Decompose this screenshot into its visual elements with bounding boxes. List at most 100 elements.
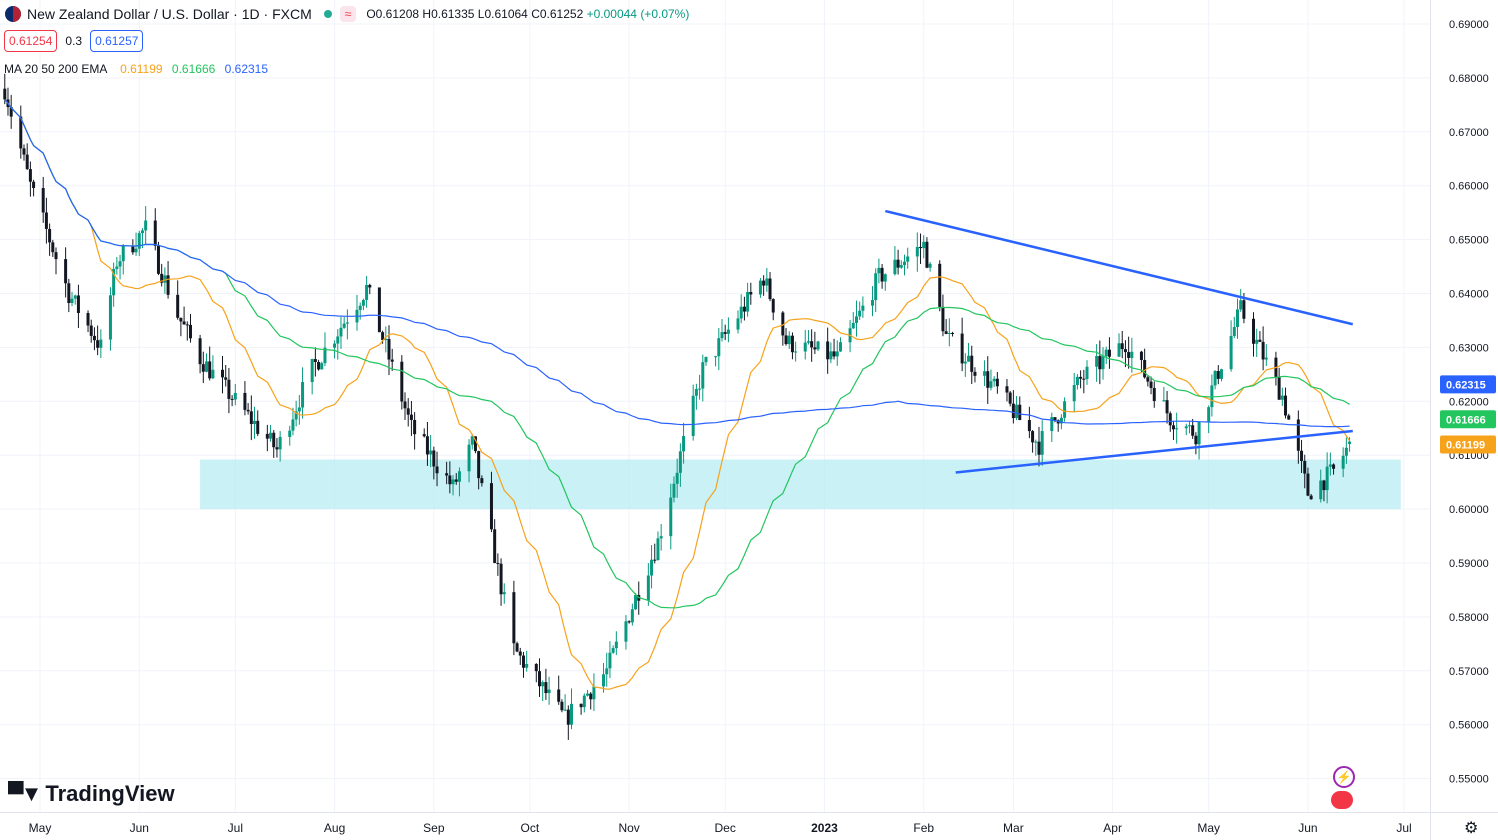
candle-body xyxy=(333,343,337,348)
candle-body xyxy=(986,371,990,388)
candle-body xyxy=(390,359,394,362)
candle-body xyxy=(983,371,987,376)
candle-body xyxy=(723,332,727,334)
candle-body xyxy=(1008,392,1012,404)
candle-body xyxy=(1146,377,1150,382)
time-tick-label: Oct xyxy=(521,821,540,835)
candle-body xyxy=(903,261,907,266)
symbol-title[interactable]: New Zealand Dollar / U.S. Dollar · 1D · … xyxy=(27,6,312,22)
candle-body xyxy=(835,351,839,357)
candle-body xyxy=(749,291,753,295)
candle-body xyxy=(967,355,971,362)
candle-body xyxy=(915,246,919,257)
candle-body xyxy=(413,419,417,435)
candle-body xyxy=(534,663,538,672)
candle-body xyxy=(698,388,702,390)
candle-body xyxy=(1050,417,1054,432)
candle-body xyxy=(22,148,26,155)
price-tick-label: 0.56000 xyxy=(1449,720,1489,732)
candle-body xyxy=(96,340,100,348)
candle-body xyxy=(1063,401,1067,418)
candle-body xyxy=(51,242,55,253)
time-tick-label: Feb xyxy=(913,821,934,835)
candle-body xyxy=(512,592,516,644)
candle-body xyxy=(99,339,103,348)
time-tick-label: May xyxy=(29,821,52,835)
time-tick-label: Jun xyxy=(1298,821,1317,835)
candle-body xyxy=(566,709,570,725)
candle-body xyxy=(672,483,676,498)
candle-body xyxy=(1123,349,1127,353)
candle-body xyxy=(422,434,426,437)
candle-body xyxy=(1197,421,1201,445)
flash-icon[interactable]: ⚡ xyxy=(1333,766,1355,788)
candle-body xyxy=(86,313,90,326)
candle-body xyxy=(1082,378,1086,380)
candle-body xyxy=(627,621,631,623)
candle-body xyxy=(938,263,942,307)
candle-body xyxy=(1207,407,1211,422)
indicator-legend[interactable]: MA 20 50 200 EMA 0.61199 0.61666 0.62315 xyxy=(4,62,268,76)
candle-body xyxy=(25,154,29,170)
candle-body xyxy=(1210,385,1214,408)
candle-body xyxy=(473,436,477,452)
price-tick-label: 0.57000 xyxy=(1449,666,1489,678)
tradingview-logo[interactable]: ▀▼ TradingView xyxy=(8,781,175,807)
candle-body xyxy=(1040,431,1044,455)
candle-body xyxy=(1127,352,1131,358)
candle-body xyxy=(269,432,273,439)
tv-logo-icon: ▀▼ xyxy=(8,781,42,806)
candle-body xyxy=(409,414,413,420)
candle-body xyxy=(653,559,657,561)
candle-body xyxy=(1306,473,1310,496)
price-tick-label: 0.67000 xyxy=(1449,127,1489,139)
time-tick-label: May xyxy=(1197,821,1220,835)
candle-body xyxy=(944,331,948,334)
candle-body xyxy=(233,392,237,400)
candle-body xyxy=(518,651,522,656)
buy-button[interactable]: 0.61257 xyxy=(90,30,144,52)
candle-body xyxy=(720,332,724,339)
price-axis-badge-label: 0.62315 xyxy=(1446,379,1486,391)
candle-body xyxy=(1104,349,1108,357)
sell-button[interactable]: 0.61254 xyxy=(4,30,58,52)
candle-body xyxy=(227,379,231,399)
candle-body xyxy=(714,356,718,358)
candle-body xyxy=(1184,426,1188,429)
candle-body xyxy=(1053,417,1057,421)
candle-body xyxy=(246,409,250,412)
candle-body xyxy=(896,259,900,268)
candle-body xyxy=(179,317,183,322)
candle-body xyxy=(922,241,926,249)
candle-body xyxy=(19,116,23,149)
candle-body xyxy=(275,447,279,450)
candle-body xyxy=(1037,441,1041,455)
candle-body xyxy=(377,287,381,333)
candle-body xyxy=(1191,425,1195,436)
candle-body xyxy=(457,471,461,482)
candle-body xyxy=(1018,404,1022,421)
candle-body xyxy=(1107,349,1111,357)
candle-body xyxy=(137,233,141,249)
time-tick-label: Jul xyxy=(1396,821,1411,835)
price-tick-label: 0.62000 xyxy=(1449,396,1489,408)
candle-body xyxy=(973,371,977,376)
price-axis-badge xyxy=(1440,435,1496,454)
chart-header: New Zealand Dollar / U.S. Dollar · 1D · … xyxy=(0,0,689,28)
candle-body xyxy=(1319,480,1323,500)
candle-body xyxy=(1309,495,1313,500)
events-flag-icon[interactable] xyxy=(1331,791,1353,809)
candle-body xyxy=(1031,431,1035,443)
settings-gear-icon[interactable]: ⚙ xyxy=(1464,820,1479,837)
candle-body xyxy=(313,359,317,363)
candle-body xyxy=(156,245,160,274)
candle-body xyxy=(163,275,167,283)
candle-body xyxy=(541,682,545,687)
candle-body xyxy=(547,689,551,694)
candle-body xyxy=(925,241,929,268)
candle-body xyxy=(140,230,144,234)
ma200-line xyxy=(4,99,1350,428)
candle-body xyxy=(224,377,228,380)
